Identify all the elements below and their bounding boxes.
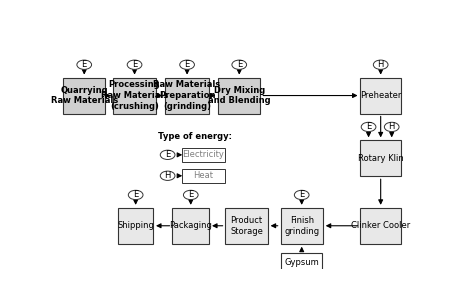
Text: Processing
Raw Materials
(crushing): Processing Raw Materials (crushing) — [101, 80, 168, 111]
Text: Electricity: Electricity — [182, 150, 224, 159]
Circle shape — [384, 122, 399, 132]
Circle shape — [160, 150, 175, 159]
Text: H: H — [164, 171, 171, 180]
FancyBboxPatch shape — [281, 208, 323, 244]
Text: E: E — [188, 191, 193, 199]
Text: Gypsum: Gypsum — [284, 259, 319, 268]
Text: E: E — [82, 60, 87, 69]
FancyBboxPatch shape — [360, 208, 401, 244]
Circle shape — [374, 60, 388, 69]
Text: E: E — [165, 150, 170, 159]
Text: Rotary Klin: Rotary Klin — [358, 154, 403, 163]
FancyBboxPatch shape — [182, 169, 225, 183]
FancyBboxPatch shape — [182, 148, 225, 162]
Circle shape — [361, 122, 376, 132]
Text: Product
Storage: Product Storage — [230, 216, 263, 236]
FancyBboxPatch shape — [360, 140, 401, 176]
Text: H: H — [389, 122, 395, 131]
Text: E: E — [184, 60, 190, 69]
Text: Preheater: Preheater — [360, 91, 401, 100]
Text: Dry Mixing
and Blending: Dry Mixing and Blending — [208, 86, 271, 105]
Text: Shipping: Shipping — [117, 221, 154, 230]
FancyBboxPatch shape — [218, 78, 260, 114]
FancyBboxPatch shape — [113, 78, 155, 114]
Text: E: E — [237, 60, 242, 69]
Circle shape — [160, 171, 175, 180]
Circle shape — [128, 190, 143, 200]
Circle shape — [180, 60, 194, 69]
Text: Clinker Cooler: Clinker Cooler — [351, 221, 410, 230]
Text: Heat: Heat — [193, 171, 213, 180]
FancyBboxPatch shape — [282, 252, 322, 273]
Text: Quarrying
Raw Materials: Quarrying Raw Materials — [51, 86, 118, 105]
Text: Raw Materials
Preparation
(grinding): Raw Materials Preparation (grinding) — [154, 80, 221, 111]
Circle shape — [127, 60, 142, 69]
FancyBboxPatch shape — [165, 78, 209, 114]
Text: Packaging: Packaging — [169, 221, 212, 230]
Text: H: H — [377, 60, 384, 69]
FancyBboxPatch shape — [63, 78, 105, 114]
Text: E: E — [299, 191, 304, 199]
Text: Finish
grinding: Finish grinding — [284, 216, 319, 236]
Text: E: E — [366, 122, 371, 131]
Circle shape — [294, 190, 309, 200]
Circle shape — [183, 190, 198, 200]
FancyBboxPatch shape — [226, 208, 268, 244]
Text: Type of energy:: Type of energy: — [158, 132, 232, 141]
FancyBboxPatch shape — [360, 78, 401, 114]
Circle shape — [232, 60, 246, 69]
Text: E: E — [132, 60, 137, 69]
FancyBboxPatch shape — [173, 208, 209, 244]
Circle shape — [77, 60, 91, 69]
Text: E: E — [133, 191, 138, 199]
FancyBboxPatch shape — [118, 208, 153, 244]
